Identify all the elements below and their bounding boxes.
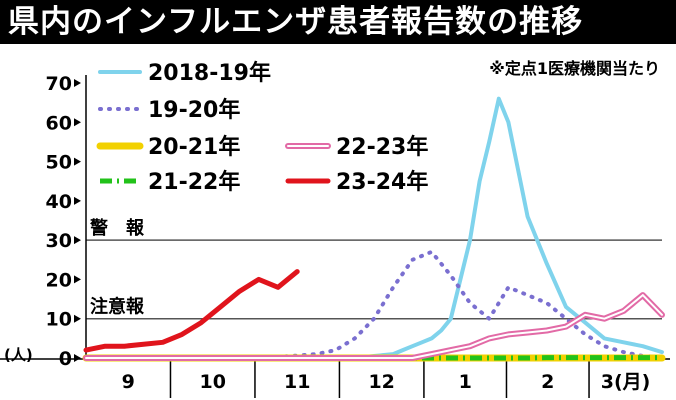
y-tick-mark (74, 275, 81, 284)
y-tick-label: 30 (46, 230, 72, 252)
x-tick-label: 9 (122, 371, 135, 393)
y-tick-mark (74, 354, 81, 362)
y-tick-label: 0 (59, 348, 72, 370)
y-tick-mark (74, 314, 81, 323)
y-tick-mark (74, 196, 81, 205)
chart-title: 県内のインフルエンザ患者報告数の推移 (8, 4, 584, 40)
x-tick-label: 1 (459, 371, 472, 393)
series-line-0 (352, 96, 664, 360)
legend-label-4: 22-23年 (336, 134, 428, 160)
y-tick-label: 50 (46, 152, 72, 174)
legend: 2018-19年 19-20年 20-21年 21-22年 22-23年 23-24年 (96, 60, 428, 195)
y-tick-mark (74, 236, 81, 245)
y-tick-label: 70 (46, 73, 72, 95)
legend-label-3: 21-22年 (148, 169, 240, 195)
x-tick-label: 2 (541, 371, 554, 393)
x-tick-label: 11 (284, 371, 310, 393)
series-line-1 (256, 249, 664, 360)
threshold-label: 警 報 (90, 217, 145, 239)
y-tick-label: 40 (46, 191, 72, 213)
series-line-4-inner (85, 294, 663, 359)
y-tick-mark (74, 118, 81, 127)
title-bar: 県内のインフルエンザ患者報告数の推移 (0, 0, 676, 44)
threshold-label: 注意報 (90, 296, 145, 318)
legend-label-1: 19-20年 (148, 97, 240, 123)
y-axis-unit: (人) (4, 346, 33, 364)
y-tick-mark (74, 79, 81, 87)
y-tick-label: 20 (46, 269, 72, 291)
x-tick-label: 3(月) (601, 371, 651, 393)
series-line-5 (83, 269, 300, 353)
x-tick-label: 12 (368, 371, 394, 393)
series-lines (82, 96, 666, 362)
x-tick-label: 10 (199, 371, 225, 393)
chart-note: ※定点1医療機関当たり (489, 59, 660, 78)
y-tick-label: 60 (46, 112, 72, 134)
legend-label-0: 2018-19年 (148, 60, 271, 86)
legend-label-5: 23-24年 (336, 169, 428, 195)
y-tick-label: 10 (46, 309, 72, 331)
y-tick-mark (74, 157, 81, 166)
legend-label-2: 20-21年 (148, 134, 240, 160)
